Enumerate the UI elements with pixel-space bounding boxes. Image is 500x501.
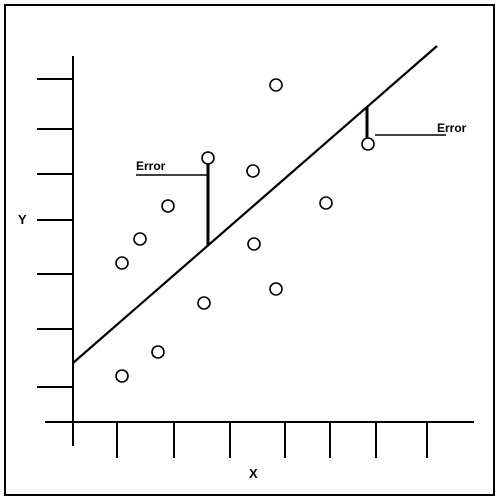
data-point [115,369,129,383]
x-axis-label: X [249,466,258,481]
data-point [115,256,129,270]
data-point [246,164,260,178]
data-point [361,137,375,151]
y-axis-label: Y [18,212,27,227]
data-point [133,232,147,246]
diagram-frame [4,4,495,496]
data-point [269,282,283,296]
data-point [319,196,333,210]
data-points [115,78,375,383]
data-point [151,345,165,359]
error-label-left: Error [136,159,166,173]
data-point [161,199,175,213]
error-label-right: Error [437,121,467,135]
data-point [269,78,283,92]
x-axis-ticks [116,422,428,458]
data-point [247,237,261,251]
data-point [201,151,215,165]
y-axis-ticks [37,78,73,388]
data-point [197,296,211,310]
regression-line [72,45,438,364]
